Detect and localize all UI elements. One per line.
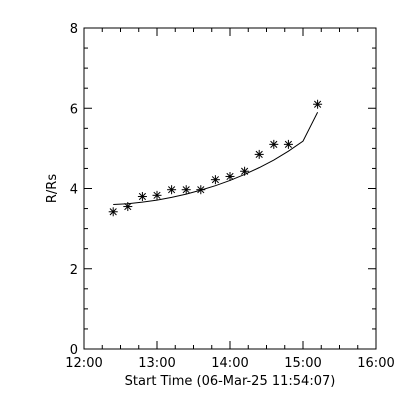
data-point bbox=[240, 166, 250, 176]
data-point bbox=[269, 139, 279, 149]
data-point bbox=[210, 175, 220, 185]
x-axis: 12:00 13:00 14:00 15:00 16:00 bbox=[65, 28, 395, 371]
data-point bbox=[123, 202, 133, 212]
fit-curve bbox=[113, 112, 319, 206]
y-axis-title: R/Rs bbox=[45, 174, 60, 203]
data-point bbox=[225, 171, 235, 181]
x-tick-label: 13:00 bbox=[138, 356, 175, 371]
x-tick-label: 16:00 bbox=[357, 356, 394, 371]
x-tick-label: 14:00 bbox=[211, 356, 248, 371]
data-point bbox=[196, 185, 206, 195]
data-point bbox=[167, 185, 177, 195]
data-point bbox=[137, 192, 147, 202]
y-tick-label: 6 bbox=[70, 102, 78, 117]
data-point bbox=[254, 149, 264, 159]
data-point bbox=[108, 207, 118, 217]
data-point bbox=[181, 185, 191, 195]
y-tick-label: 4 bbox=[70, 183, 78, 198]
data-points bbox=[108, 99, 323, 217]
y-tick-label: 0 bbox=[70, 343, 78, 358]
y-axis: 0 2 4 6 8 bbox=[70, 22, 376, 358]
data-point bbox=[152, 190, 162, 200]
y-tick-label: 2 bbox=[70, 263, 78, 278]
data-point bbox=[283, 139, 293, 149]
data-point bbox=[313, 99, 323, 109]
x-axis-title: Start Time (06-Mar-25 11:54:07) bbox=[125, 374, 336, 389]
x-tick-label: 15:00 bbox=[284, 356, 321, 371]
x-tick-label: 12:00 bbox=[65, 356, 102, 371]
y-tick-label: 8 bbox=[70, 22, 78, 37]
